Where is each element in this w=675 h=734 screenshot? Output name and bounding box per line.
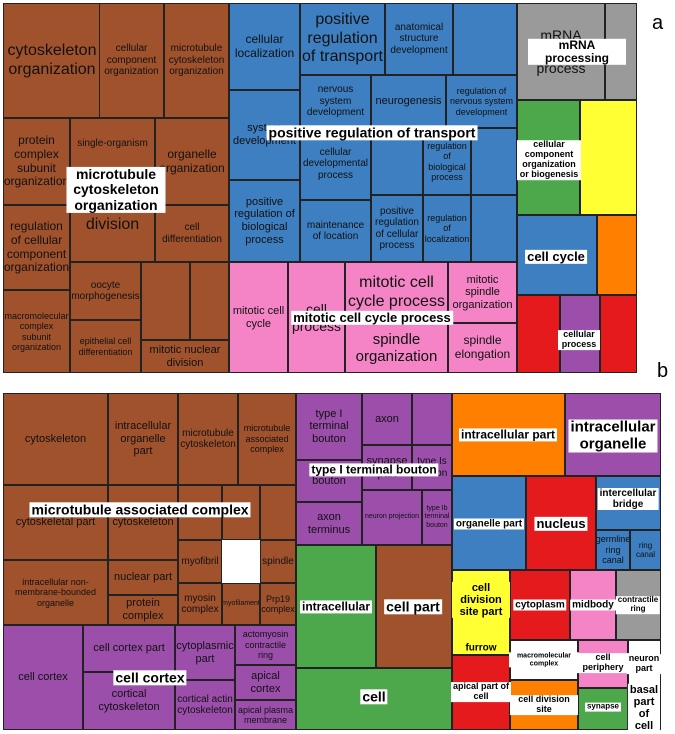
- tile: microtubule associated complex: [238, 393, 296, 485]
- tile: mitotic nuclear division: [141, 340, 229, 373]
- tile: germline ring canal: [596, 530, 630, 570]
- tile: mitotic cell cycle: [229, 262, 288, 373]
- tile-blank: [597, 215, 637, 295]
- tile: intracellular organelle part: [108, 393, 178, 485]
- group-label: contractile ring: [615, 595, 661, 614]
- group-label: basal part of cell: [627, 683, 661, 733]
- tile: type Ib terminal bouton: [422, 490, 452, 545]
- tile: cortical actin cytoskeleton: [175, 680, 235, 730]
- tile-blank: [453, 3, 517, 75]
- tile: cellular localization: [229, 3, 300, 90]
- tile: positive regulation of cellular process: [371, 195, 423, 262]
- tile: cell differentiation: [155, 205, 229, 262]
- tile-blank: [471, 128, 517, 195]
- group-label: cell periphery: [577, 652, 629, 673]
- tile-blank: [412, 393, 452, 445]
- group-label: cell division site: [510, 694, 578, 715]
- tile: myofibril: [178, 540, 222, 583]
- tile: cytoskeleton: [108, 485, 178, 560]
- group-label: organelle part: [453, 518, 525, 530]
- group-label: synapse: [584, 701, 622, 712]
- tile: single-organism: [70, 118, 155, 170]
- tile: myofilament: [222, 583, 260, 625]
- tile: regulation of cellular component organiz…: [3, 205, 70, 290]
- group-label: cell part: [384, 598, 442, 615]
- tile: apical cortex: [235, 665, 296, 700]
- tile: cytoskeleton organization: [3, 3, 101, 118]
- group-label: cellular process: [558, 329, 600, 350]
- tile: microtubule cytoskeleton: [178, 393, 238, 485]
- tile: neuron projection: [362, 490, 422, 545]
- tile: intracellular non-membrane-bounded organ…: [3, 560, 108, 625]
- tile: oocyte morphogenesis: [70, 262, 141, 320]
- group-label: cell division site part: [452, 581, 510, 619]
- tile: regulation of localization: [423, 195, 471, 262]
- group-label: cell: [360, 688, 388, 705]
- tile: nuclear part: [108, 560, 178, 595]
- tile: cytoskeletal part: [3, 485, 108, 560]
- tile-blank: [580, 100, 637, 215]
- tile: apical plasma membrane: [235, 700, 296, 730]
- tile: nervous system development: [300, 75, 371, 128]
- tile: axon terminus: [296, 502, 362, 545]
- tile: spindle elongation: [448, 323, 517, 373]
- tile: myosin complex: [178, 583, 222, 625]
- group-label: type I terminal bouton: [309, 462, 439, 477]
- tile: positive regulation of transport: [300, 3, 385, 75]
- tile: cell cortex: [3, 625, 83, 730]
- group-label: mRNA processing: [528, 38, 626, 66]
- group-label: intracellular: [299, 599, 373, 614]
- tile: organelle organization: [155, 118, 229, 205]
- group-label: cell cycle: [525, 248, 587, 265]
- tile-blank: [600, 295, 637, 373]
- group-label: macromolecular complex: [509, 652, 579, 668]
- group-label: mitotic cell cycle process: [291, 309, 453, 326]
- tile: maintenance of location: [300, 200, 371, 262]
- tile-blank: [190, 262, 229, 340]
- tile: mitotic spindle organization: [448, 262, 517, 323]
- tile: regulation of nervous system development: [446, 75, 517, 128]
- tile-blank: [471, 195, 517, 262]
- tile: cellular component organization: [99, 3, 164, 118]
- group-label: nucleus: [534, 515, 588, 532]
- group-label: cell cortex: [113, 669, 187, 686]
- group-label: positive regulation of transport: [266, 124, 478, 141]
- tile: Prp19 complex: [260, 583, 296, 625]
- group-label: intracellular part: [458, 427, 558, 442]
- group-label: midbody: [570, 599, 616, 611]
- panel-label: b: [657, 360, 669, 382]
- group-label: furrow: [463, 642, 499, 654]
- group-label: intercellular bridge: [597, 488, 659, 510]
- tile: actomyosin contractile ring: [235, 625, 296, 665]
- tile: macromolecular complex subunit organizat…: [3, 290, 70, 373]
- group-label: microtubule cytoskeleton organization: [66, 166, 166, 214]
- tile: microtubule cytoskeleton organization: [164, 3, 229, 118]
- group-label: intracellular organelle: [568, 418, 658, 453]
- tile: axon: [362, 393, 412, 445]
- tile-blank: [141, 262, 190, 340]
- group-label: neuron part: [626, 653, 662, 674]
- tile: protein complex: [108, 595, 178, 625]
- tile: cytoskeleton: [3, 393, 108, 485]
- tile: positive regulation of biological proces…: [229, 180, 300, 262]
- tile-blank: [517, 295, 560, 373]
- tile: spindle: [260, 540, 296, 583]
- panel-label: a: [652, 12, 664, 34]
- tile-blank: [260, 485, 296, 540]
- group-label: cytoplasm: [513, 599, 567, 611]
- tile: protein complex subunit organization: [3, 118, 70, 205]
- tile: ring canal: [630, 530, 661, 570]
- tile: spindle organization: [345, 323, 448, 373]
- tile: cell cortex part: [83, 625, 175, 672]
- tile: anatomical structure development: [385, 3, 453, 75]
- group-label: cellular component organization or bioge…: [517, 139, 581, 180]
- tile: neurogenesis: [371, 75, 446, 128]
- tile: epithelial cell differentiation: [70, 320, 141, 373]
- group-label: microtubule associated complex: [29, 501, 251, 518]
- tile: type I terminal bouton: [296, 393, 362, 460]
- group-label: apical part of cell: [451, 681, 511, 702]
